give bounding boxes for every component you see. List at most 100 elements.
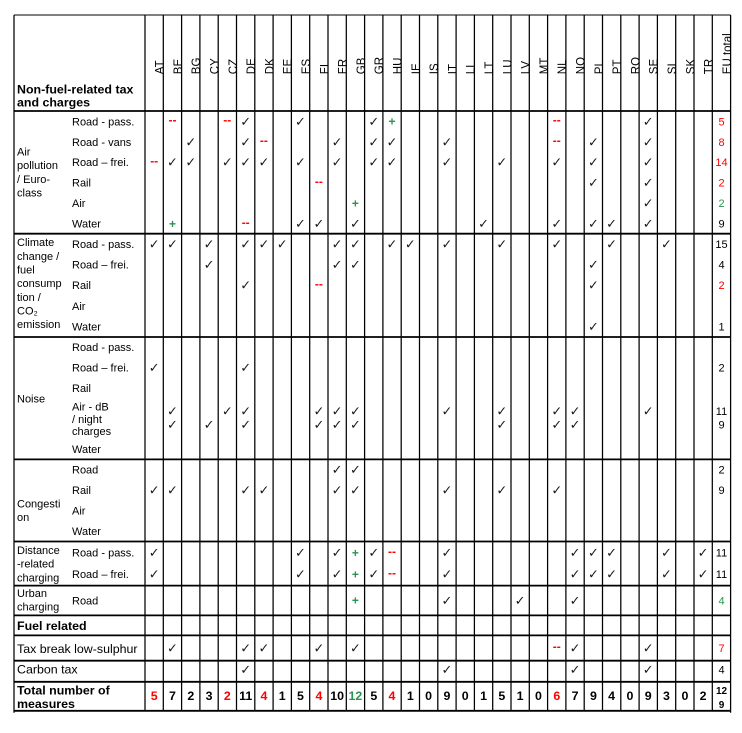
svg-text:GR: GR: [374, 57, 386, 74]
svg-text:charging: charging: [17, 602, 59, 614]
svg-text:✓: ✓: [570, 403, 581, 418]
svg-text:✓: ✓: [167, 403, 178, 418]
svg-text:--: --: [260, 134, 268, 148]
svg-text:Urban: Urban: [17, 588, 47, 600]
svg-text:Road: Road: [72, 465, 98, 477]
svg-text:✓: ✓: [588, 134, 599, 149]
svg-text:✓: ✓: [332, 257, 343, 272]
svg-text:Road - pass.: Road - pass.: [72, 548, 134, 560]
svg-text:✓: ✓: [295, 114, 306, 129]
svg-text:5: 5: [151, 689, 158, 703]
svg-text:✓: ✓: [368, 545, 379, 560]
svg-text:✓: ✓: [240, 640, 251, 655]
svg-text:✓: ✓: [478, 216, 489, 231]
svg-text:fuel: fuel: [17, 265, 35, 277]
svg-text:✓: ✓: [643, 155, 654, 170]
svg-text:11: 11: [239, 689, 252, 703]
svg-text:charges: charges: [72, 426, 112, 438]
svg-text:--: --: [169, 113, 177, 127]
svg-text:2: 2: [224, 689, 231, 703]
svg-text:✓: ✓: [240, 662, 251, 677]
svg-text:+: +: [352, 594, 359, 608]
svg-text:SI: SI: [667, 63, 679, 74]
svg-text:tion /: tion /: [17, 292, 42, 304]
svg-text:✓: ✓: [643, 403, 654, 418]
svg-text:✓: ✓: [570, 545, 581, 560]
svg-text:✓: ✓: [295, 155, 306, 170]
svg-text:✓: ✓: [332, 417, 343, 432]
svg-text:GB: GB: [356, 57, 368, 74]
svg-text:✓: ✓: [606, 567, 617, 582]
svg-text:✓: ✓: [643, 134, 654, 149]
svg-text:Air: Air: [72, 506, 86, 518]
svg-text:✓: ✓: [350, 403, 361, 418]
svg-text:HU: HU: [393, 58, 405, 75]
svg-text:✓: ✓: [149, 545, 160, 560]
svg-text:2: 2: [187, 689, 194, 703]
svg-text:✓: ✓: [606, 236, 617, 251]
svg-text:DE: DE: [246, 58, 258, 74]
svg-text:and charges: and charges: [17, 95, 90, 109]
svg-text:✓: ✓: [332, 155, 343, 170]
svg-text:✓: ✓: [167, 417, 178, 432]
svg-text:Road: Road: [72, 595, 98, 607]
svg-text:4: 4: [315, 689, 322, 703]
svg-text:7: 7: [718, 643, 724, 655]
svg-text:-related: -related: [17, 559, 54, 571]
svg-text:4: 4: [718, 260, 724, 272]
svg-text:✓: ✓: [204, 236, 215, 251]
svg-text:✓: ✓: [551, 236, 562, 251]
svg-text:CY: CY: [210, 58, 222, 74]
svg-text:8: 8: [718, 137, 724, 149]
svg-text:SK: SK: [685, 59, 697, 75]
svg-text:✓: ✓: [441, 567, 452, 582]
svg-text:5: 5: [498, 689, 505, 703]
svg-text:9: 9: [718, 219, 724, 231]
svg-text:✓: ✓: [441, 155, 452, 170]
svg-text:NL: NL: [557, 59, 569, 74]
svg-text:✓: ✓: [222, 155, 233, 170]
svg-text:✓: ✓: [185, 134, 196, 149]
svg-text:charging: charging: [17, 572, 59, 584]
svg-text:✓: ✓: [441, 662, 452, 677]
svg-text:7: 7: [572, 689, 579, 703]
svg-text:✓: ✓: [258, 155, 269, 170]
svg-text:on: on: [17, 512, 29, 524]
svg-text:✓: ✓: [441, 483, 452, 498]
svg-text:✓: ✓: [387, 134, 398, 149]
svg-text:Road – frei.: Road – frei.: [72, 569, 129, 581]
svg-text:✓: ✓: [588, 175, 599, 190]
svg-text:Road - pass.: Road - pass.: [72, 342, 134, 354]
svg-text:NO: NO: [576, 57, 588, 74]
svg-text:IT: IT: [447, 64, 459, 74]
svg-text:+: +: [352, 196, 359, 210]
svg-text:✓: ✓: [368, 114, 379, 129]
svg-text:11: 11: [716, 569, 727, 581]
svg-text:Noise: Noise: [17, 394, 45, 406]
svg-text:✓: ✓: [204, 257, 215, 272]
svg-text:PT: PT: [612, 59, 624, 74]
svg-text:EU total: EU total: [722, 33, 734, 74]
svg-text:2: 2: [718, 363, 724, 375]
svg-text:✓: ✓: [350, 216, 361, 231]
svg-text:2: 2: [718, 465, 724, 477]
svg-text:✓: ✓: [167, 640, 178, 655]
svg-text:✓: ✓: [661, 567, 672, 582]
svg-text:✓: ✓: [441, 134, 452, 149]
svg-text:11: 11: [716, 406, 727, 418]
svg-text:✓: ✓: [387, 236, 398, 251]
svg-text:9: 9: [443, 689, 450, 703]
svg-text:✓: ✓: [332, 403, 343, 418]
svg-text:3: 3: [663, 689, 670, 703]
svg-text:Rail: Rail: [72, 485, 91, 497]
svg-text:✓: ✓: [405, 236, 416, 251]
svg-text:7: 7: [169, 689, 176, 703]
svg-text:5: 5: [370, 689, 377, 703]
svg-text:DK: DK: [264, 58, 276, 74]
svg-text:measures: measures: [17, 697, 75, 711]
svg-text:✓: ✓: [240, 483, 251, 498]
svg-text:LV: LV: [521, 61, 533, 75]
svg-text:✓: ✓: [368, 567, 379, 582]
svg-text:✓: ✓: [350, 417, 361, 432]
svg-text:9: 9: [719, 700, 725, 711]
